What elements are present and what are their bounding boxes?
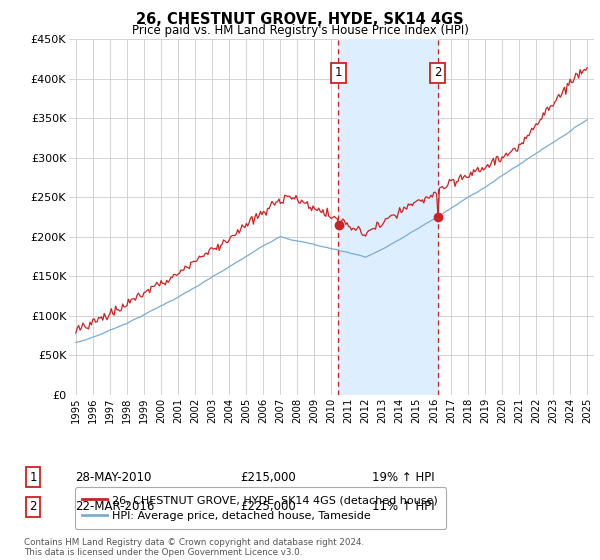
Text: 1: 1	[335, 67, 342, 80]
Text: Contains HM Land Registry data © Crown copyright and database right 2024.
This d: Contains HM Land Registry data © Crown c…	[24, 538, 364, 557]
Text: 26, CHESTNUT GROVE, HYDE, SK14 4GS: 26, CHESTNUT GROVE, HYDE, SK14 4GS	[136, 12, 464, 27]
Text: 1: 1	[29, 470, 37, 484]
Text: 2: 2	[29, 500, 37, 514]
Text: £225,000: £225,000	[240, 500, 296, 514]
Legend: 26, CHESTNUT GROVE, HYDE, SK14 4GS (detached house), HPI: Average price, detache: 26, CHESTNUT GROVE, HYDE, SK14 4GS (deta…	[74, 487, 446, 529]
Text: 2: 2	[434, 67, 441, 80]
Text: 28-MAY-2010: 28-MAY-2010	[75, 470, 151, 484]
Bar	[338, 39, 437, 395]
Text: 11% ↑ HPI: 11% ↑ HPI	[372, 500, 434, 514]
Text: 19% ↑ HPI: 19% ↑ HPI	[372, 470, 434, 484]
Text: 22-MAR-2016: 22-MAR-2016	[75, 500, 154, 514]
Text: Price paid vs. HM Land Registry's House Price Index (HPI): Price paid vs. HM Land Registry's House …	[131, 24, 469, 37]
Text: £215,000: £215,000	[240, 470, 296, 484]
